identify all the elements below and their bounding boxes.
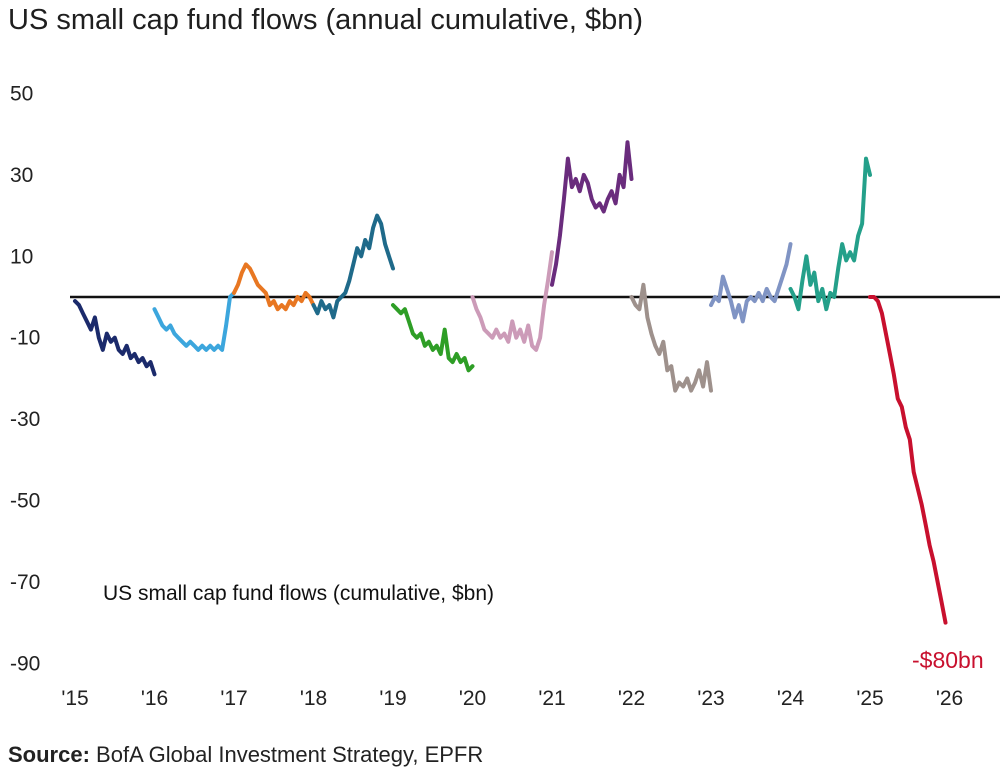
series-line-2022 bbox=[629, 282, 713, 393]
x-tick-label: '21 bbox=[538, 687, 565, 710]
x-tick-label: '25 bbox=[856, 687, 883, 710]
x-tick-label: '23 bbox=[697, 687, 724, 710]
series-line-2023 bbox=[709, 242, 793, 324]
source-note: Source: BofA Global Investment Strategy,… bbox=[8, 742, 483, 768]
y-tick-label: 10 bbox=[10, 245, 33, 268]
y-axis-ticks: 50 30 10 -10 -30 -50 -70 -90 bbox=[10, 83, 40, 676]
series-line-2019 bbox=[391, 303, 475, 373]
x-axis-ticks: '15 '16 '17 '18 '19 '20 '21 '22 '23 '24 '25 '26 bbox=[61, 687, 963, 710]
y-tick-label: 30 bbox=[10, 164, 33, 187]
x-tick-label: '24 bbox=[777, 687, 805, 710]
x-tick-label: '16 bbox=[141, 687, 168, 710]
series-line-2024 bbox=[788, 156, 872, 312]
series-line-2021 bbox=[550, 140, 634, 287]
series-line-2015 bbox=[73, 299, 157, 377]
series-line-2020 bbox=[470, 250, 554, 352]
x-tick-label: '19 bbox=[379, 687, 406, 710]
y-tick-label: -10 bbox=[10, 327, 40, 350]
y-tick-label: 50 bbox=[10, 83, 33, 106]
inner-chart-label: US small cap fund flows (cumulative, $bn… bbox=[103, 582, 494, 605]
chart-title: US small cap fund flows (annual cumulati… bbox=[8, 4, 644, 36]
x-tick-label: '22 bbox=[618, 687, 645, 710]
source-label: Source: bbox=[8, 742, 90, 767]
series-layer bbox=[73, 140, 948, 625]
source-text: BofA Global Investment Strategy, EPFR bbox=[96, 742, 484, 767]
series-line-2025 bbox=[868, 295, 948, 625]
x-tick-label: '20 bbox=[459, 687, 486, 710]
x-tick-label: '15 bbox=[61, 687, 88, 710]
series-line-2017 bbox=[232, 262, 316, 312]
y-tick-label: -70 bbox=[10, 571, 40, 594]
y-tick-label: -90 bbox=[10, 652, 40, 675]
end-annotation-label: -$80bn bbox=[912, 647, 984, 673]
x-tick-label: '17 bbox=[220, 687, 247, 710]
series-line-2018 bbox=[311, 213, 395, 320]
y-tick-label: -50 bbox=[10, 490, 40, 513]
series-line-2016 bbox=[152, 290, 236, 352]
x-tick-label: '26 bbox=[936, 687, 963, 710]
y-tick-label: -30 bbox=[10, 408, 40, 431]
x-tick-label: '18 bbox=[300, 687, 327, 710]
